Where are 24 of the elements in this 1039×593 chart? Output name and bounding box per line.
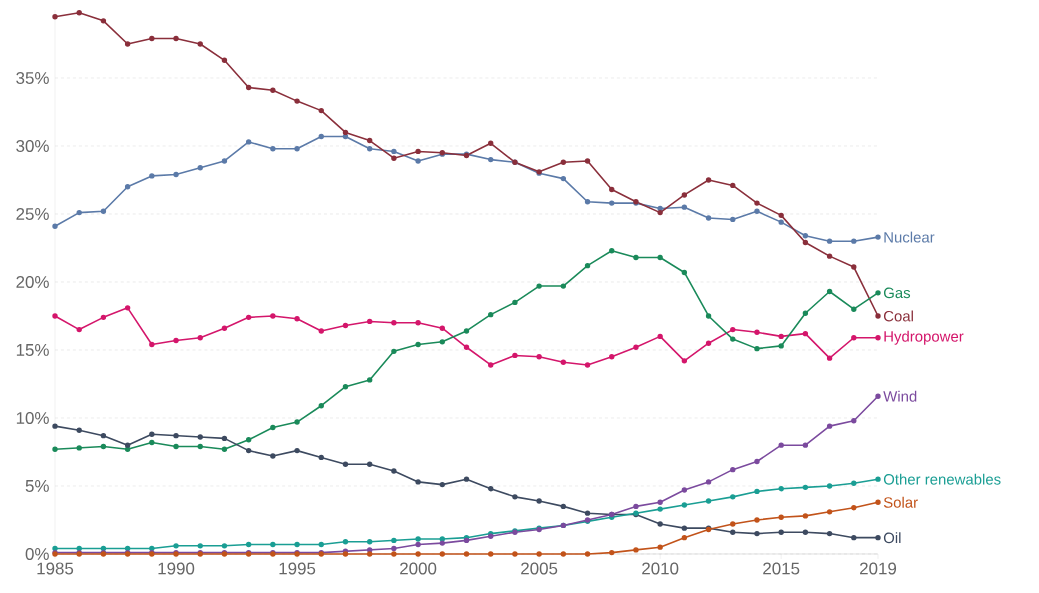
x-tick-label: 2010 [642, 562, 679, 575]
x-tick-label: 2005 [521, 562, 558, 575]
series-label: Nuclear [884, 231, 935, 243]
x-tick-label: 2000 [400, 562, 437, 575]
series-label: Hydropower [884, 330, 964, 345]
y-tick-label: 0% [25, 547, 49, 560]
y-tick-label: 15% [16, 344, 49, 356]
series-label: Gas [883, 287, 911, 299]
series-label: Wind [883, 390, 917, 402]
y-tick-label: 5% [25, 480, 49, 492]
series-label: Coal [883, 310, 913, 322]
y-tick-label: 30% [16, 139, 49, 152]
x-tick-label: 2015 [763, 562, 800, 575]
series-label: Oil [883, 532, 901, 544]
y-tick-label: 25% [16, 207, 49, 220]
y-tick-label: 35% [16, 71, 49, 84]
series-label: Solar [883, 496, 918, 508]
x-tick-label: 2019 [860, 562, 897, 575]
series-label: Other renewables [883, 473, 1001, 485]
y-tick-label: 10% [16, 411, 49, 424]
y-tick-label: 20% [16, 275, 49, 288]
x-tick-label: 1985 [37, 562, 74, 575]
x-tick-label: 1995 [279, 562, 316, 575]
x-tick-label: 1990 [158, 562, 195, 575]
